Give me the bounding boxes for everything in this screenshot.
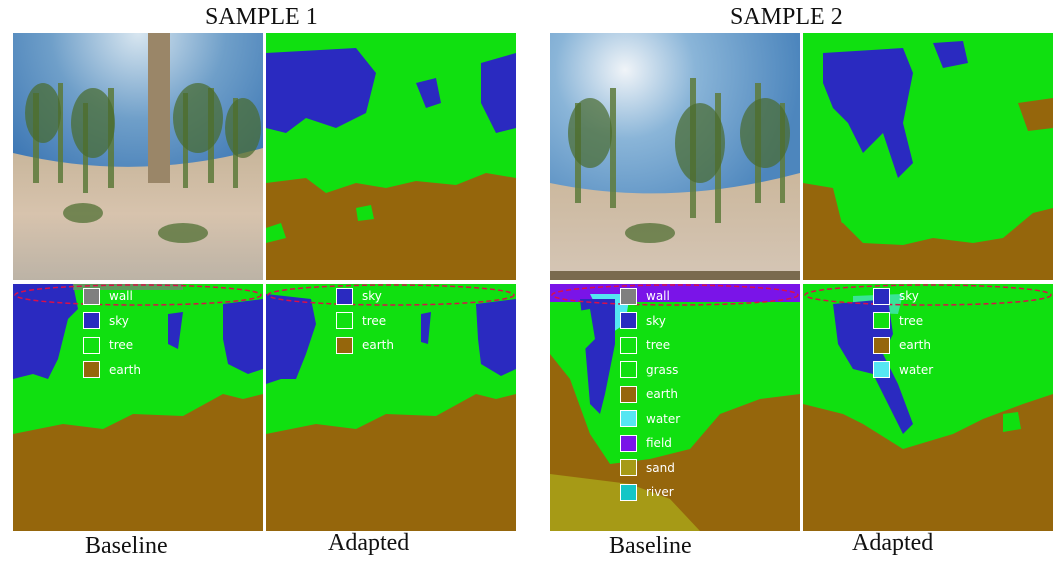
legend-swatch [620,361,637,379]
legend-label: earth [899,338,931,353]
legend-label: water [646,411,681,426]
sample-2-adapted-legend: sky tree earth water [873,284,933,382]
legend-label: sky [646,313,666,328]
sample-1-adapted-legend: sky tree earth [336,284,394,358]
legend-swatch [83,361,100,379]
sample-1-baseline-caption: Baseline [85,533,168,559]
sample-1-baseline-segmentation: wall sky tree earth [13,284,263,531]
legend-item-sky: sky [620,309,680,334]
legend-label: tree [899,313,924,328]
legend-label: water [899,362,934,377]
legend-swatch [620,459,637,477]
legend-item-earth: earth [83,358,141,383]
legend-item-wall: wall [83,284,141,309]
legend-swatch [620,287,637,305]
legend-item-wall: wall [620,284,680,309]
sample-1-adapted-segmentation-top [266,33,516,280]
legend-item-tree: tree [873,309,933,334]
sample-2-baseline-caption: Baseline [609,533,692,559]
legend-swatch [620,385,637,403]
legend-label: field [646,436,672,451]
legend-label: sky [899,289,919,304]
legend-item-sand: sand [620,456,680,481]
legend-item-tree: tree [83,333,141,358]
legend-label: wall [646,289,670,304]
legend-swatch [336,287,353,305]
legend-swatch [83,336,100,354]
legend-swatch [336,312,353,330]
legend-swatch [336,336,353,354]
sample-2-adapted-segmentation: sky tree earth water [803,284,1053,531]
sample-1-adapted-segmentation: sky tree earth [266,284,516,531]
legend-label: sky [362,289,382,304]
legend-label: river [646,485,674,500]
legend-label: earth [109,362,141,377]
legend-swatch [873,336,890,354]
sample-1-baseline-legend: wall sky tree earth [83,284,141,382]
legend-swatch [873,287,890,305]
legend-item-sky: sky [336,284,394,309]
legend-label: tree [109,338,134,353]
legend-swatch [620,336,637,354]
legend-item-earth: earth [873,333,933,358]
legend-swatch [83,287,100,305]
legend-label: tree [646,338,671,353]
legend-label: earth [362,338,394,353]
legend-swatch [620,312,637,330]
legend-item-river: river [620,480,680,505]
legend-swatch [83,312,100,330]
legend-label: grass [646,362,679,377]
sample-1-title: SAMPLE 1 [205,4,318,30]
legend-item-tree: tree [620,333,680,358]
legend-swatch [873,361,890,379]
legend-label: wall [109,289,133,304]
legend-label: sand [646,460,675,475]
legend-item-water: water [873,358,933,383]
legend-label: earth [646,387,678,402]
legend-label: sky [109,313,129,328]
legend-swatch [620,434,637,452]
legend-item-earth: earth [336,333,394,358]
legend-swatch [620,483,637,501]
legend-item-water: water [620,407,680,432]
legend-swatch [873,312,890,330]
sample-2-adapted-segmentation-top [803,33,1053,280]
sample-2-panorama-photo [550,33,800,280]
sample-2-baseline-segmentation: wall sky tree grass earth water field sa… [550,284,800,531]
legend-item-tree: tree [336,309,394,334]
sample-2-adapted-caption: Adapted [852,530,934,556]
legend-label: tree [362,313,387,328]
legend-item-earth: earth [620,382,680,407]
legend-item-sky: sky [83,309,141,334]
legend-swatch [620,410,637,428]
sample-2-baseline-legend: wall sky tree grass earth water field sa… [620,284,680,505]
legend-item-grass: grass [620,358,680,383]
sample-1-panorama-photo [13,33,263,280]
legend-item-field: field [620,431,680,456]
legend-item-sky: sky [873,284,933,309]
sample-1-adapted-caption: Adapted [328,530,410,556]
sample-2-title: SAMPLE 2 [730,4,843,30]
